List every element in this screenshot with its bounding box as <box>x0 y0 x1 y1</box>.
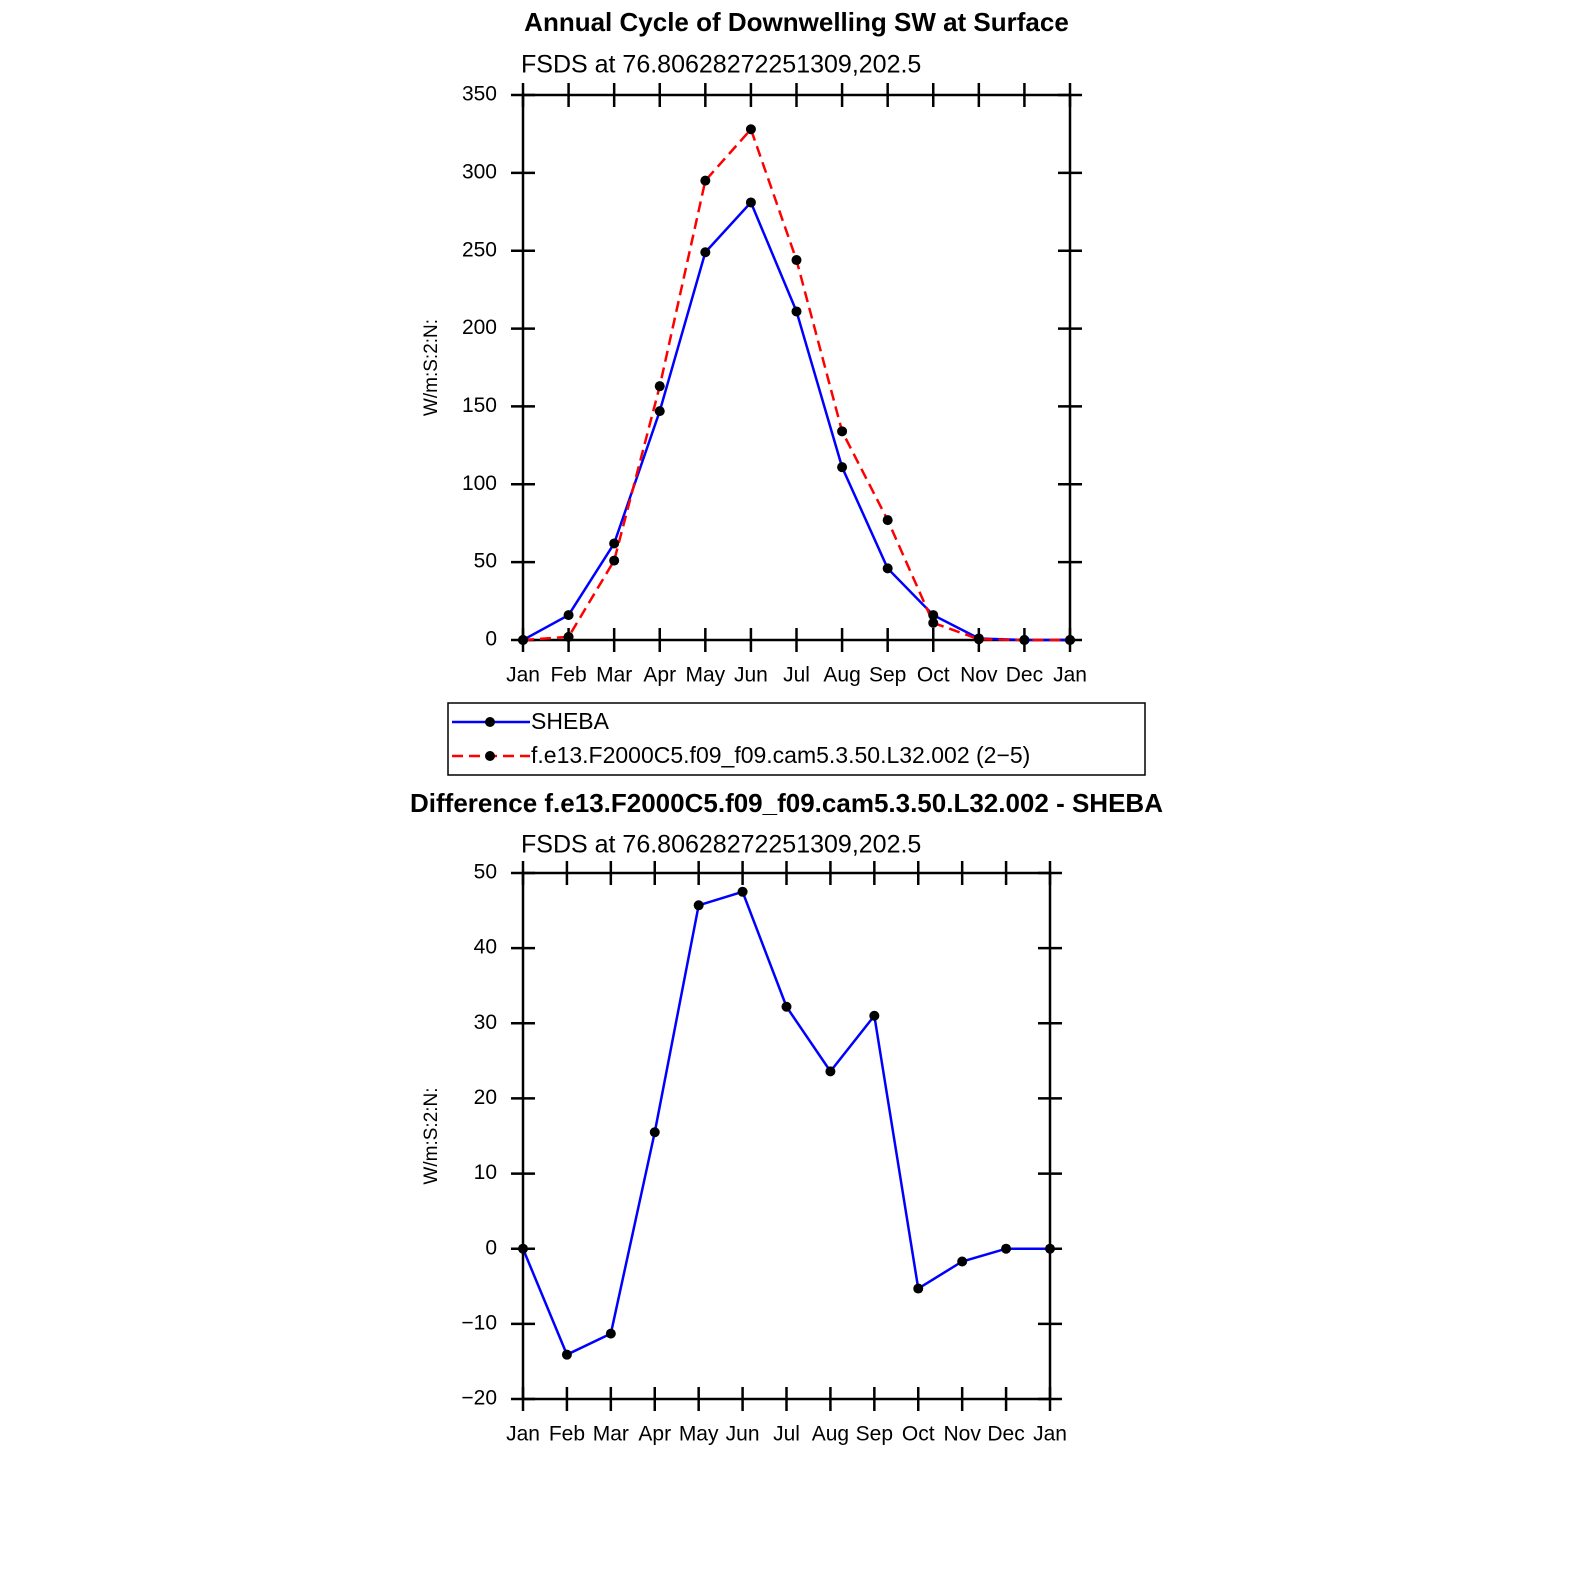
y-axis-label: W/m:S:2:N: <box>421 319 442 416</box>
marker <box>1065 635 1075 645</box>
marker <box>837 462 848 473</box>
x-tick-label: Feb <box>549 1423 585 1446</box>
x-tick-label: Jul <box>773 1423 800 1446</box>
y-tick-label: 300 <box>462 160 497 183</box>
y-tick-label: 50 <box>474 550 497 573</box>
marker <box>928 610 939 621</box>
x-tick-label: Jan <box>1053 664 1087 687</box>
plot-frame <box>521 871 1052 1401</box>
legend-label: f.e13.F2000C5.f09_f09.cam5.3.50.L32.002 … <box>531 742 1030 768</box>
marker <box>837 426 848 437</box>
y-tick-label: −10 <box>461 1311 497 1334</box>
marker <box>693 900 704 911</box>
series-line <box>522 126 1070 642</box>
x-tick-label: Sep <box>856 1423 893 1446</box>
x-tick-label: Oct <box>902 1423 935 1446</box>
legend-marker <box>485 717 495 727</box>
marker <box>957 1256 968 1267</box>
marker <box>882 563 893 574</box>
marker <box>654 406 665 417</box>
marker <box>609 555 620 566</box>
marker <box>928 617 939 628</box>
marker <box>825 1066 836 1077</box>
marker <box>745 197 756 208</box>
marker <box>518 1243 528 1254</box>
marker <box>609 538 620 549</box>
x-tick-label: Feb <box>550 664 586 687</box>
marker <box>973 634 984 645</box>
x-tick-label: Jul <box>783 664 810 687</box>
x-tick-label: Nov <box>943 1423 981 1446</box>
marker <box>700 247 711 258</box>
y-tick-label: 30 <box>474 1011 497 1034</box>
marker <box>869 1010 880 1021</box>
y-tick-label: 0 <box>485 628 497 651</box>
x-tick-label: Oct <box>917 664 950 687</box>
y-tick-label: −20 <box>461 1387 497 1410</box>
marker <box>563 610 574 621</box>
x-tick-label: Aug <box>823 664 860 687</box>
marker <box>913 1283 924 1294</box>
x-tick-label: May <box>679 1423 719 1446</box>
y-tick-label: 350 <box>462 83 497 106</box>
x-tick-label: Jun <box>734 664 768 687</box>
legend-label: SHEBA <box>531 708 610 734</box>
marker <box>1045 1243 1055 1254</box>
y-tick-label: 0 <box>485 1236 497 1259</box>
marker <box>1019 635 1030 645</box>
marker <box>781 1001 792 1012</box>
x-tick-label: Mar <box>593 1423 629 1446</box>
x-tick-label: Apr <box>638 1423 671 1446</box>
marker <box>563 631 574 642</box>
chart-subtitle: FSDS at 76.80628272251309,202.5 <box>521 831 921 859</box>
y-tick-label: 200 <box>462 316 497 339</box>
marker <box>561 1349 572 1360</box>
chart-title: Difference f.e13.F2000C5.f09_f09.cam5.3.… <box>410 788 1163 818</box>
chart-title: Annual Cycle of Downwelling SW at Surfac… <box>524 7 1069 37</box>
marker <box>791 306 802 317</box>
marker <box>737 886 748 897</box>
marker <box>649 1127 660 1138</box>
y-tick-label: 50 <box>474 861 497 884</box>
x-tick-label: Jan <box>506 1423 540 1446</box>
x-tick-label: Jun <box>726 1423 760 1446</box>
series-line <box>522 200 1070 642</box>
x-tick-label: Aug <box>812 1423 849 1446</box>
marker <box>745 124 756 135</box>
y-tick-label: 10 <box>474 1161 497 1184</box>
x-tick-label: Apr <box>643 664 676 687</box>
marker <box>882 515 893 526</box>
legend-box <box>447 702 1146 776</box>
y-tick-label: 250 <box>462 238 497 261</box>
x-tick-label: Dec <box>987 1423 1024 1446</box>
y-tick-label: 150 <box>462 394 497 417</box>
marker <box>1001 1243 1012 1254</box>
x-tick-label: Dec <box>1006 664 1043 687</box>
x-tick-label: Nov <box>960 664 998 687</box>
series-line <box>521 890 1050 1357</box>
chart-subtitle: FSDS at 76.80628272251309,202.5 <box>521 51 921 79</box>
marker <box>700 175 711 186</box>
marker <box>791 255 802 266</box>
x-tick-label: Sep <box>869 664 906 687</box>
marker <box>518 635 528 645</box>
y-axis-label: W/m:S:2:N: <box>421 1087 442 1184</box>
y-tick-label: 100 <box>462 472 497 495</box>
marker <box>605 1328 616 1339</box>
x-tick-label: Jan <box>506 664 540 687</box>
marker <box>654 381 665 392</box>
y-tick-label: 20 <box>474 1086 497 1109</box>
y-tick-label: 40 <box>474 936 497 959</box>
x-tick-label: Mar <box>596 664 632 687</box>
legend-marker <box>485 751 495 761</box>
x-tick-label: May <box>685 664 725 687</box>
x-tick-label: Jan <box>1033 1423 1067 1446</box>
